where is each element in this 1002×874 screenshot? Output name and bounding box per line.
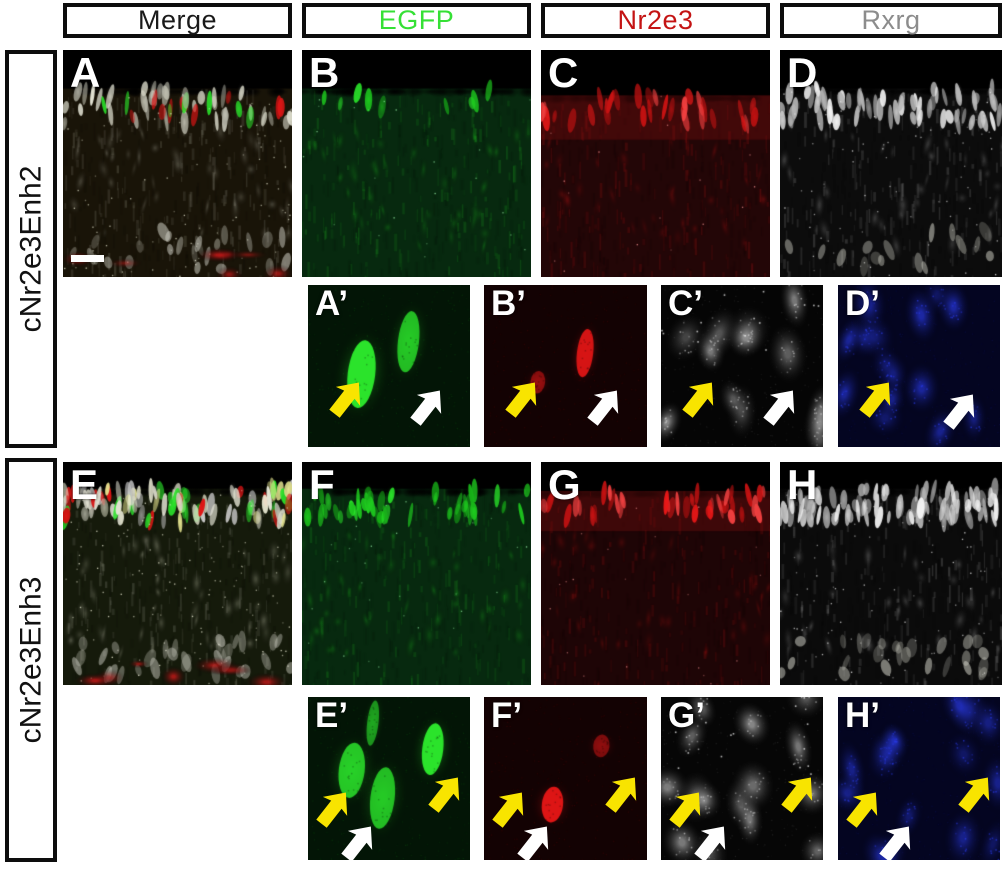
micrograph-image — [780, 50, 1002, 277]
micrograph-image — [838, 697, 1000, 860]
column-header-label-nr2e3: Nr2e3 — [617, 5, 694, 35]
panel-letter: D — [787, 49, 818, 96]
yellow-arrow-icon — [841, 787, 885, 831]
yellow-arrow-icon — [953, 772, 997, 816]
panel-letter: G — [548, 461, 581, 508]
micrograph-panel-G: G — [541, 461, 770, 685]
white-arrow-icon — [405, 385, 449, 429]
micrograph-image — [541, 462, 770, 685]
panel-letter: H — [787, 461, 818, 508]
column-header-label-egfp: EGFP — [378, 5, 455, 35]
panel-letter: F — [309, 461, 335, 508]
panel-letter: A — [70, 49, 101, 96]
inset-panel-B-prime: B’ — [484, 284, 647, 447]
micrograph-panel-F: F — [302, 461, 531, 685]
inset-panel-C-prime: C’ — [661, 284, 823, 447]
row-label-cnr2e3enh2: cNr2e3Enh2 — [5, 50, 57, 448]
yellow-arrow-icon — [854, 377, 898, 421]
micrograph-image — [484, 697, 647, 860]
panel-letter: C’ — [668, 284, 703, 323]
white-arrow-icon — [938, 389, 982, 433]
column-header-label-rxrg: Rxrg — [861, 5, 921, 35]
panel-letter: B’ — [491, 284, 526, 323]
panel-letter: F’ — [491, 696, 523, 735]
yellow-arrow-icon — [600, 772, 644, 816]
yellow-arrow-icon — [776, 772, 820, 816]
row-label-cnr2e3enh3: cNr2e3Enh3 — [5, 458, 57, 862]
panel-letter: G’ — [668, 696, 705, 735]
micrograph-image — [63, 462, 292, 685]
yellow-arrow-icon — [677, 377, 721, 421]
panel-letter: C — [548, 49, 579, 96]
panel-letter: B — [309, 49, 340, 96]
yellow-arrow-icon — [311, 787, 355, 831]
micrograph-image — [63, 50, 292, 277]
panel-letter: D’ — [845, 284, 880, 323]
inset-panel-A-prime: A’ — [308, 284, 470, 447]
micrograph-image — [780, 462, 1002, 685]
column-header-egfp: EGFP — [302, 3, 531, 38]
yellow-arrow-icon — [500, 377, 544, 421]
panel-letter: H’ — [845, 696, 880, 735]
micrograph-panel-D: D — [780, 49, 1002, 277]
column-header-merge: Merge — [63, 3, 292, 38]
micrograph-panel-C: C — [541, 49, 770, 277]
micrograph-panel-A: A — [63, 49, 292, 277]
white-arrow-icon — [758, 385, 802, 429]
micrograph-panel-B: B — [302, 49, 531, 277]
micrograph-panel-E: E — [63, 461, 292, 685]
white-arrow-icon — [512, 821, 556, 865]
micrograph-image — [302, 50, 531, 277]
yellow-arrow-icon — [324, 377, 368, 421]
column-header-label-merge: Merge — [137, 5, 218, 35]
yellow-arrow-icon — [423, 772, 467, 816]
white-arrow-icon — [582, 385, 626, 429]
micrograph-image — [308, 285, 470, 447]
scale-bar — [71, 255, 104, 262]
micrograph-image — [661, 285, 823, 447]
micrograph-panel-H: H — [780, 461, 1002, 685]
panel-letter: E — [70, 461, 99, 508]
row-label-text-enh3: cNr2e3Enh3 — [14, 576, 47, 744]
inset-panel-G-prime: G’ — [661, 696, 823, 862]
row-label-text-enh2: cNr2e3Enh2 — [14, 165, 47, 333]
micrograph-image — [838, 285, 1000, 447]
micrograph-image — [484, 285, 647, 447]
inset-panel-E-prime: E’ — [308, 696, 470, 862]
inset-panel-D-prime: D’ — [838, 284, 1000, 447]
white-arrow-icon — [689, 821, 733, 865]
micrograph-image — [302, 462, 531, 685]
micrograph-image — [308, 697, 470, 860]
yellow-arrow-icon — [664, 787, 708, 831]
micrograph-image — [661, 697, 823, 860]
yellow-arrow-icon — [487, 787, 531, 831]
panel-letter: E’ — [315, 696, 349, 735]
white-arrow-icon — [874, 821, 918, 865]
inset-panel-H-prime: H’ — [838, 696, 1000, 862]
panel-letter: A’ — [315, 284, 349, 323]
micrograph-image — [541, 50, 770, 277]
inset-panel-F-prime: F’ — [484, 696, 647, 862]
white-arrow-icon — [336, 821, 380, 865]
column-header-nr2e3: Nr2e3 — [541, 3, 770, 38]
column-header-rxrg: Rxrg — [780, 3, 1002, 38]
